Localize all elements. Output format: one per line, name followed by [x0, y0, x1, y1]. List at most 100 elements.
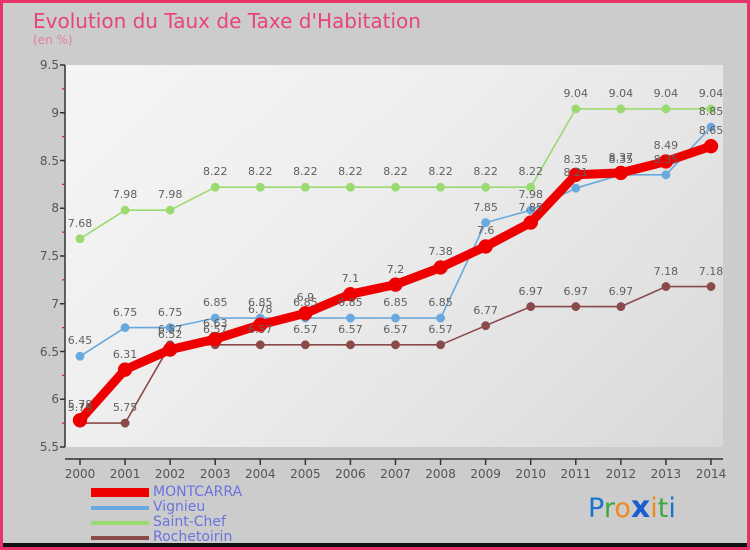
footer-bar: [3, 543, 747, 547]
legend-item-vignieu[interactable]: Vignieu: [91, 500, 371, 515]
y-axis-tick-label: 6.5: [39, 344, 59, 359]
legend-swatch-rochetoirin: [91, 535, 149, 540]
x-axis-tick-label: 2009: [470, 467, 501, 481]
page-title: Evolution du Taux de Taxe d'Habitation: [33, 9, 421, 33]
data-point-label: 8.37: [608, 150, 634, 164]
data-point-label: 6.97: [563, 284, 589, 298]
data-point-label: 8.35: [653, 152, 679, 166]
x-axis-tick-label: 2003: [199, 467, 231, 481]
data-point-label: 8.22: [248, 165, 273, 179]
data-point-label: 6.97: [518, 284, 543, 298]
data-point-label: 6.78: [248, 302, 273, 316]
data-point-label: 7.85: [473, 200, 498, 214]
data-point-label: 7.18: [698, 264, 724, 278]
data-point-label: 8.85: [698, 105, 724, 119]
data-point-label: 9.04: [563, 86, 589, 100]
logo-letter-4: i: [650, 493, 658, 524]
data-point-label: 6.9: [296, 291, 315, 305]
y-axis-tick-label: 9.5: [39, 58, 59, 72]
legend-label-montcarra: MONTCARRA: [153, 484, 243, 500]
data-point-label: 6.77: [473, 303, 498, 317]
x-axis-tick-label: 2010: [515, 467, 546, 481]
data-point-label: 6.52: [157, 327, 183, 341]
data-point-label: 6.97: [608, 284, 634, 298]
x-axis-tick-label: 2008: [425, 467, 456, 481]
data-point-label: 6.31: [112, 347, 138, 361]
logo-letter-6: i: [668, 493, 676, 524]
data-point-label: 8.22: [293, 165, 318, 179]
data-point-label: 6.57: [202, 322, 228, 336]
data-point-label: 6.57: [157, 322, 183, 336]
data-point-label: 6.57: [383, 322, 408, 336]
data-point-label: 6.57: [428, 322, 453, 336]
data-point-label: 7.98: [157, 188, 183, 202]
y-axis-tick-label: 8: [51, 201, 59, 216]
data-point-label: 7.98: [112, 188, 138, 202]
data-point-label: 7.68: [67, 216, 93, 230]
data-point-label: 6.63: [202, 317, 228, 331]
data-point-label: 8.35: [563, 152, 589, 166]
data-point-label: 6.75: [112, 305, 138, 319]
legend-swatch-saint-chef: [91, 520, 149, 525]
data-point-label: 9.04: [698, 86, 724, 100]
legend-item-saint-chef[interactable]: Saint-Chef: [91, 515, 371, 530]
data-point-label: 7.18: [653, 264, 679, 278]
legend-item-rochetoirin[interactable]: Rochetoirin: [91, 530, 371, 545]
legend-label-vignieu: Vignieu: [153, 499, 206, 515]
data-point-label: 8.22: [428, 165, 453, 179]
legend-label-saint-chef: Saint-Chef: [153, 514, 226, 530]
x-axis-tick-label: 2004: [245, 467, 276, 481]
legend-label-rochetoirin: Rochetoirin: [153, 529, 233, 545]
y-axis-tick-label: 5.5: [39, 440, 59, 454]
data-point-label: 7.6: [476, 224, 495, 238]
data-point-label: 6.85: [202, 296, 228, 310]
y-axis-tick-label: 7.5: [39, 249, 59, 263]
data-point-label: 9.04: [653, 86, 679, 100]
logo-letter-0: P: [588, 493, 604, 524]
data-point-label: 8.65: [698, 124, 724, 138]
x-axis-tick-label: 2005: [290, 467, 321, 481]
data-point-label: 7.2: [386, 262, 405, 276]
data-point-label: 6.57: [338, 322, 363, 336]
data-point-label: 5.78: [67, 398, 93, 412]
data-point-label: 6.85: [293, 296, 318, 310]
data-point-label: 8.22: [383, 165, 408, 179]
x-axis-tick-label: 2000: [64, 467, 96, 481]
data-point-label: 8.22: [202, 165, 228, 179]
data-point-label: 8.22: [338, 165, 363, 179]
x-axis-tick-label: 2007: [380, 467, 411, 481]
data-point-label: 6.85: [428, 296, 453, 310]
data-point-label: 6.85: [338, 296, 363, 310]
legend-swatch-vignieu: [91, 505, 149, 510]
data-point-label: 5.75: [67, 401, 93, 415]
data-point-label: 7.98: [518, 188, 543, 202]
legend-item-montcarra[interactable]: MONTCARRA: [91, 485, 371, 500]
data-point-label: 6.75: [157, 305, 183, 319]
data-point-label: 8.49: [653, 139, 679, 153]
legend-swatch-montcarra: [91, 488, 149, 497]
data-point-label: 8.21: [563, 166, 589, 180]
data-point-label: 8.22: [473, 165, 498, 179]
x-axis-tick-label: 2002: [154, 467, 186, 481]
data-point-label: 7.1: [341, 272, 360, 286]
chart-legend: MONTCARRA Vignieu Saint-Chef Rochetoirin: [91, 485, 371, 545]
y-axis-tick-label: 7: [51, 296, 59, 311]
logo-letter-2: o: [614, 493, 631, 524]
data-point-label: 6.57: [248, 322, 273, 336]
data-point-label: 6.45: [67, 334, 93, 348]
y-axis-tick-label: 8.5: [39, 153, 59, 168]
logo-letter-3: x: [630, 490, 651, 525]
y-axis-tick-label: 6: [51, 392, 59, 407]
data-point-label: 5.75: [112, 401, 138, 415]
data-point-label: 7.38: [428, 245, 453, 259]
y-axis-tick-label: 9: [51, 105, 59, 120]
x-axis-tick-label: 2006: [335, 467, 366, 481]
data-point-label: 6.57: [293, 322, 318, 336]
data-point-label: 7.85: [518, 200, 543, 214]
x-axis-tick-label: 2011: [560, 467, 592, 481]
x-axis-tick-label: 2013: [650, 467, 682, 481]
chart-unit-subtitle: (en %): [33, 33, 73, 47]
proxiti-logo[interactable]: Proxiti: [588, 490, 676, 525]
data-point-label: 8.35: [608, 152, 634, 166]
